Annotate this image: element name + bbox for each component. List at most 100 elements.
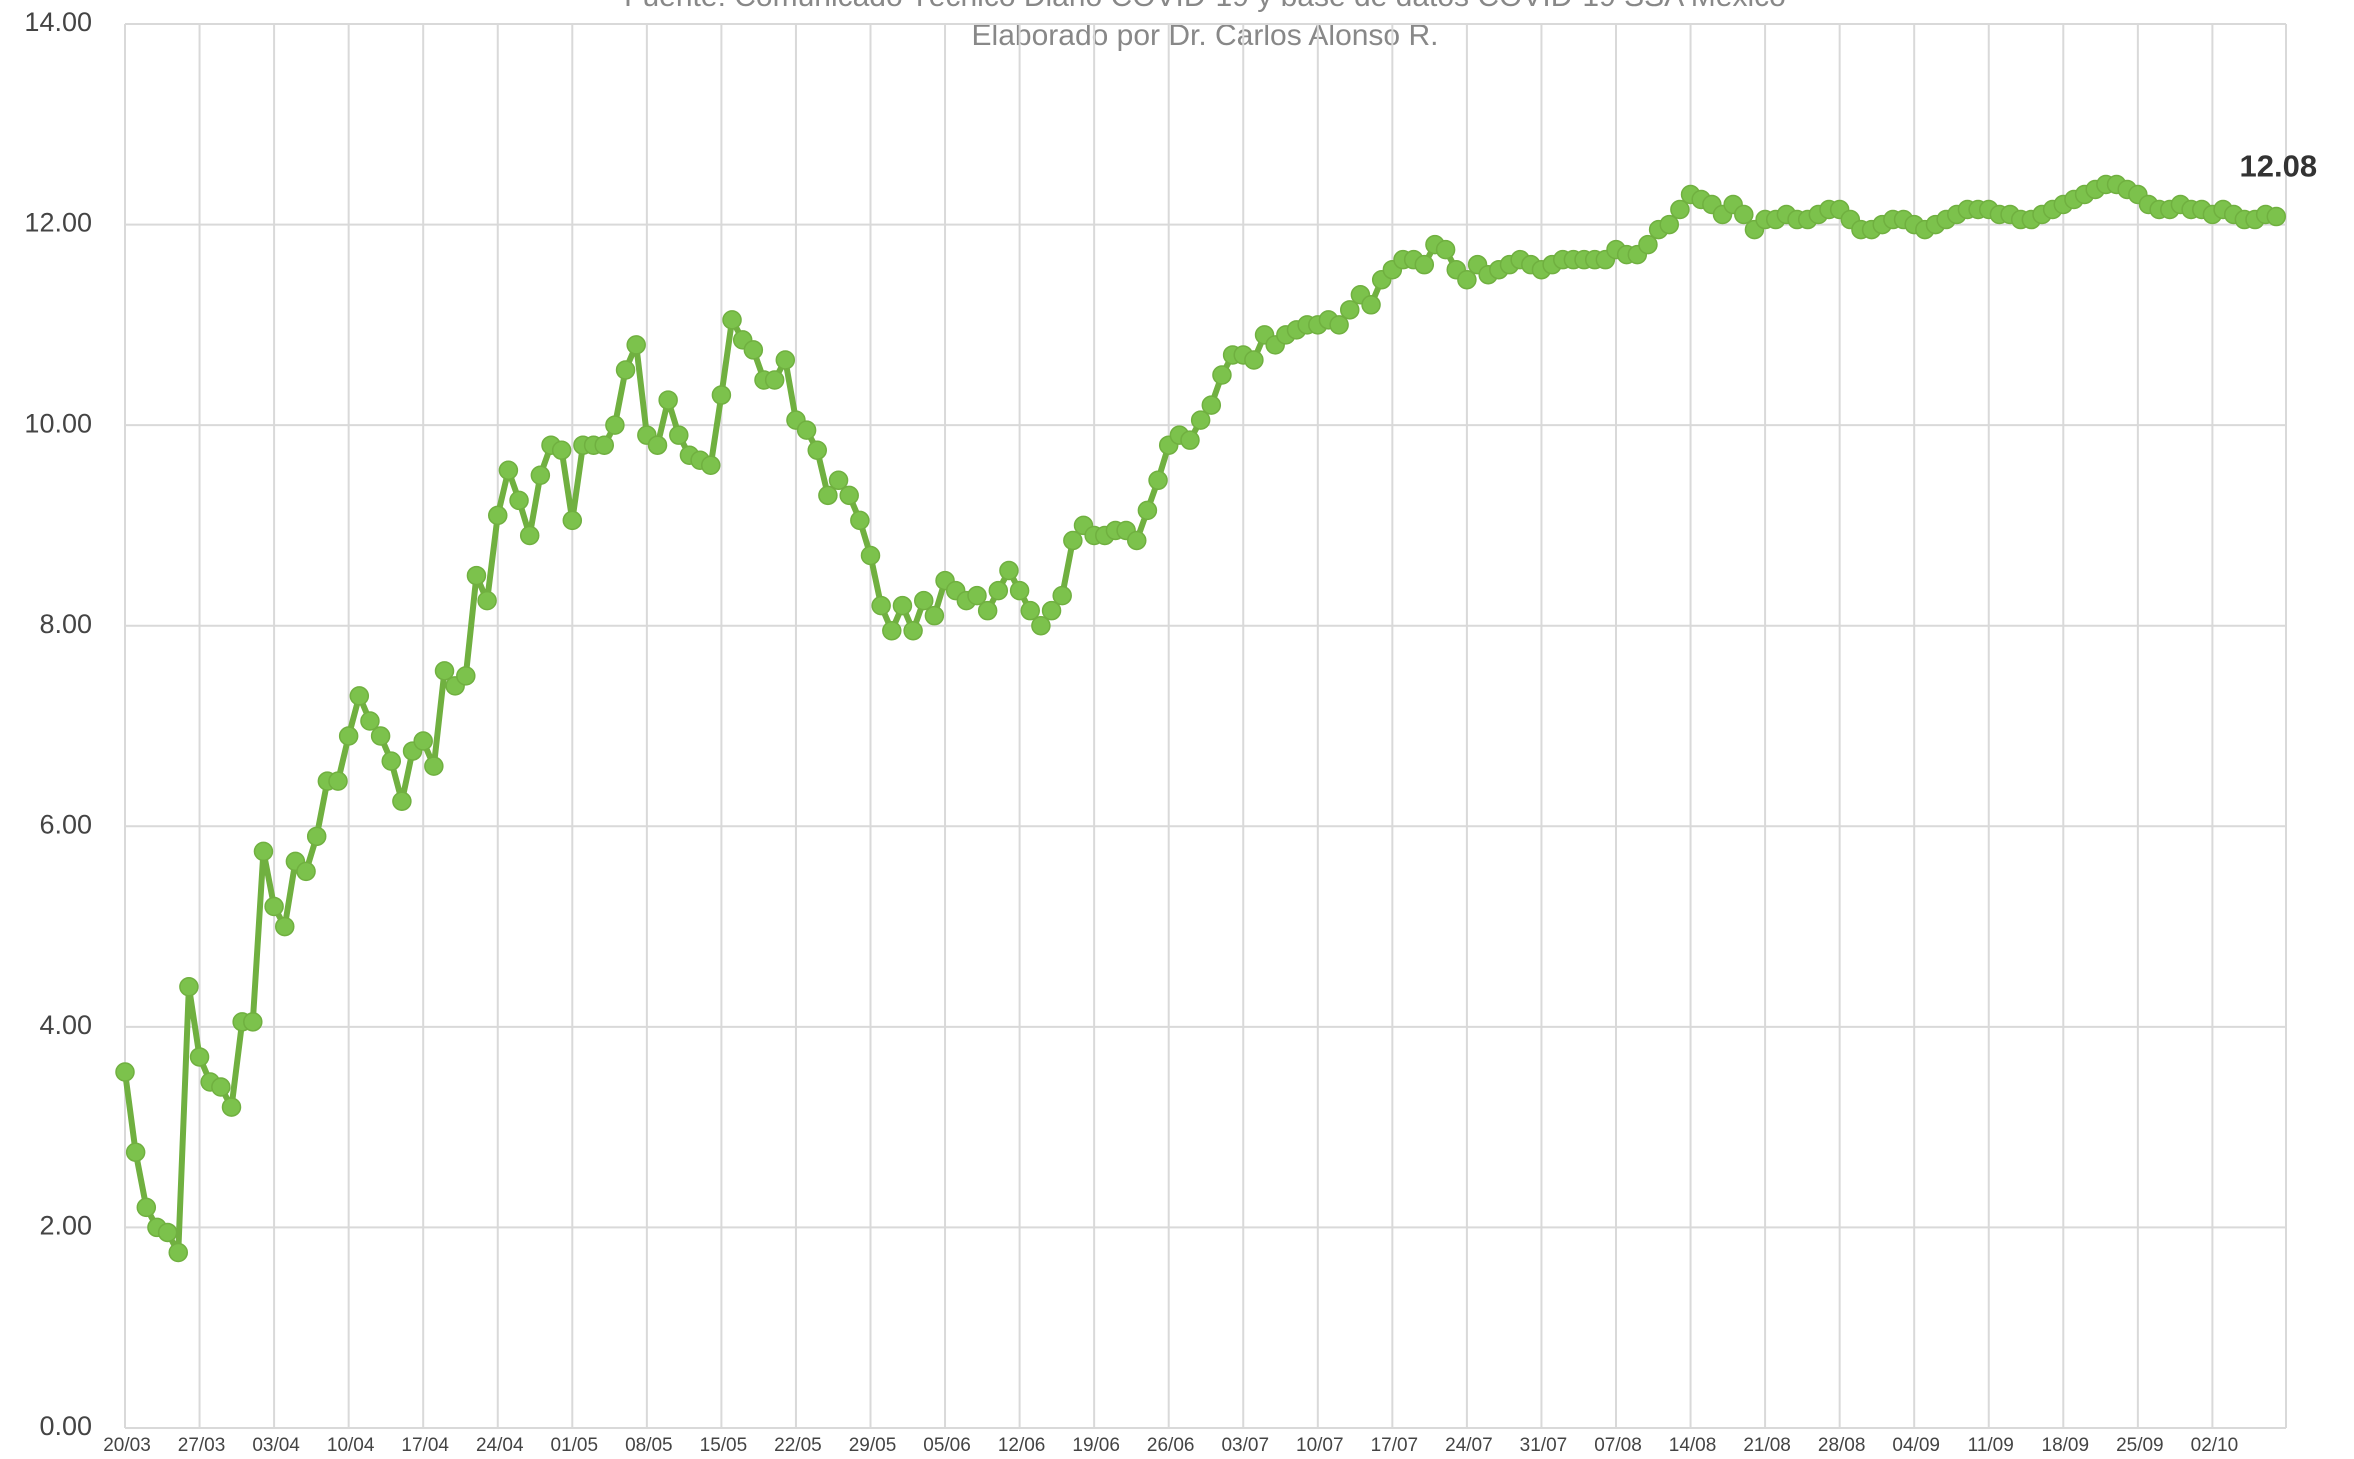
y-tick-label: 2.00 [39, 1211, 92, 1241]
data-point [775, 350, 796, 370]
x-tick-label: 08/05 [625, 1435, 673, 1456]
data-point [850, 510, 870, 531]
data-point [392, 791, 412, 811]
y-tick-label: 12.00 [24, 208, 92, 238]
y-tick-label: 4.00 [39, 1010, 92, 1040]
x-tick-label: 26/06 [1147, 1435, 1195, 1456]
data-point [136, 1197, 157, 1218]
data-point [882, 620, 902, 641]
data-point [424, 756, 444, 776]
x-tick-label: 14/08 [1669, 1435, 1717, 1456]
data-point [530, 465, 551, 486]
data-point [434, 661, 455, 681]
data-point [1190, 410, 1211, 430]
data-point [168, 1242, 188, 1263]
data-point [179, 976, 199, 997]
data-point [796, 420, 817, 440]
data-point [211, 1077, 231, 1097]
data-point [1020, 600, 1040, 621]
x-tick-label: 27/03 [178, 1435, 226, 1456]
data-point [189, 1047, 210, 1067]
data-point [125, 1142, 146, 1162]
data-point [1180, 430, 1200, 450]
data-point [221, 1097, 242, 1117]
data-point [892, 595, 913, 616]
data-point [551, 440, 572, 460]
data-point [264, 896, 284, 917]
data-point [764, 370, 785, 390]
data-point [562, 510, 583, 531]
data-point [903, 620, 923, 641]
data-point [871, 595, 891, 616]
data-point [807, 440, 827, 460]
data-point [466, 565, 487, 586]
x-tick-label: 18/09 [2042, 1435, 2090, 1456]
data-point [275, 916, 295, 937]
data-point [1638, 234, 1658, 255]
data-point [296, 861, 316, 882]
data-point [722, 310, 742, 330]
data-point [1457, 269, 1477, 290]
y-tick-label: 10.00 [24, 408, 92, 438]
data-point [349, 686, 370, 706]
data-point [1031, 615, 1051, 636]
data-point [818, 485, 838, 506]
data-point [860, 545, 881, 566]
x-tick-label: 20/03 [103, 1435, 151, 1456]
data-point [669, 425, 689, 445]
data-point [1201, 395, 1222, 415]
data-point [253, 841, 274, 862]
chart-title: Fuente: Comunicado Técnico Diario COVID-… [624, 0, 1786, 13]
data-point [1148, 470, 1168, 491]
data-point [1052, 585, 1072, 606]
data-point [615, 360, 636, 380]
x-tick-label: 29/05 [849, 1435, 897, 1456]
data-point [701, 455, 721, 476]
data-point [1361, 295, 1381, 315]
data-point [370, 726, 391, 746]
x-tick-label: 05/06 [923, 1435, 971, 1456]
data-point [488, 505, 508, 526]
data-point [658, 390, 678, 410]
data-point [413, 731, 433, 751]
data-point [477, 590, 497, 611]
data-point [1340, 300, 1360, 320]
data-point [381, 751, 401, 771]
x-tick-label: 15/05 [700, 1435, 748, 1456]
x-tick-label: 28/08 [1818, 1435, 1866, 1456]
data-point [828, 470, 849, 491]
x-tick-label: 17/07 [1371, 1435, 1419, 1456]
data-point [456, 666, 476, 686]
x-tick-label: 17/04 [401, 1435, 449, 1456]
data-point [519, 525, 540, 546]
data-point [1329, 315, 1349, 335]
data-point [306, 826, 327, 847]
data-point [1009, 580, 1030, 601]
x-tick-label: 24/07 [1445, 1435, 1493, 1456]
x-tick-label: 03/04 [252, 1435, 300, 1456]
data-point [647, 435, 668, 455]
y-tick-label: 14.00 [24, 7, 92, 37]
data-point [243, 1012, 263, 1032]
x-tick-label: 25/09 [2116, 1435, 2164, 1456]
data-point [999, 560, 1019, 581]
data-point [594, 435, 614, 455]
data-point [498, 460, 519, 481]
x-tick-label: 12/06 [998, 1435, 1046, 1456]
data-point [924, 605, 945, 626]
x-tick-label: 03/07 [1221, 1435, 1269, 1456]
data-point [338, 726, 359, 746]
data-point [1244, 350, 1264, 370]
x-tick-label: 10/04 [327, 1435, 375, 1456]
data-point [115, 1062, 135, 1082]
data-point [1659, 214, 1679, 235]
data-point [1414, 254, 1435, 275]
y-tick-label: 8.00 [39, 609, 92, 639]
data-point [1041, 600, 1062, 621]
x-tick-label: 24/04 [476, 1435, 524, 1456]
data-point [914, 590, 934, 611]
data-point [1435, 239, 1456, 260]
y-tick-label: 6.00 [39, 809, 92, 839]
data-point [1063, 530, 1083, 551]
